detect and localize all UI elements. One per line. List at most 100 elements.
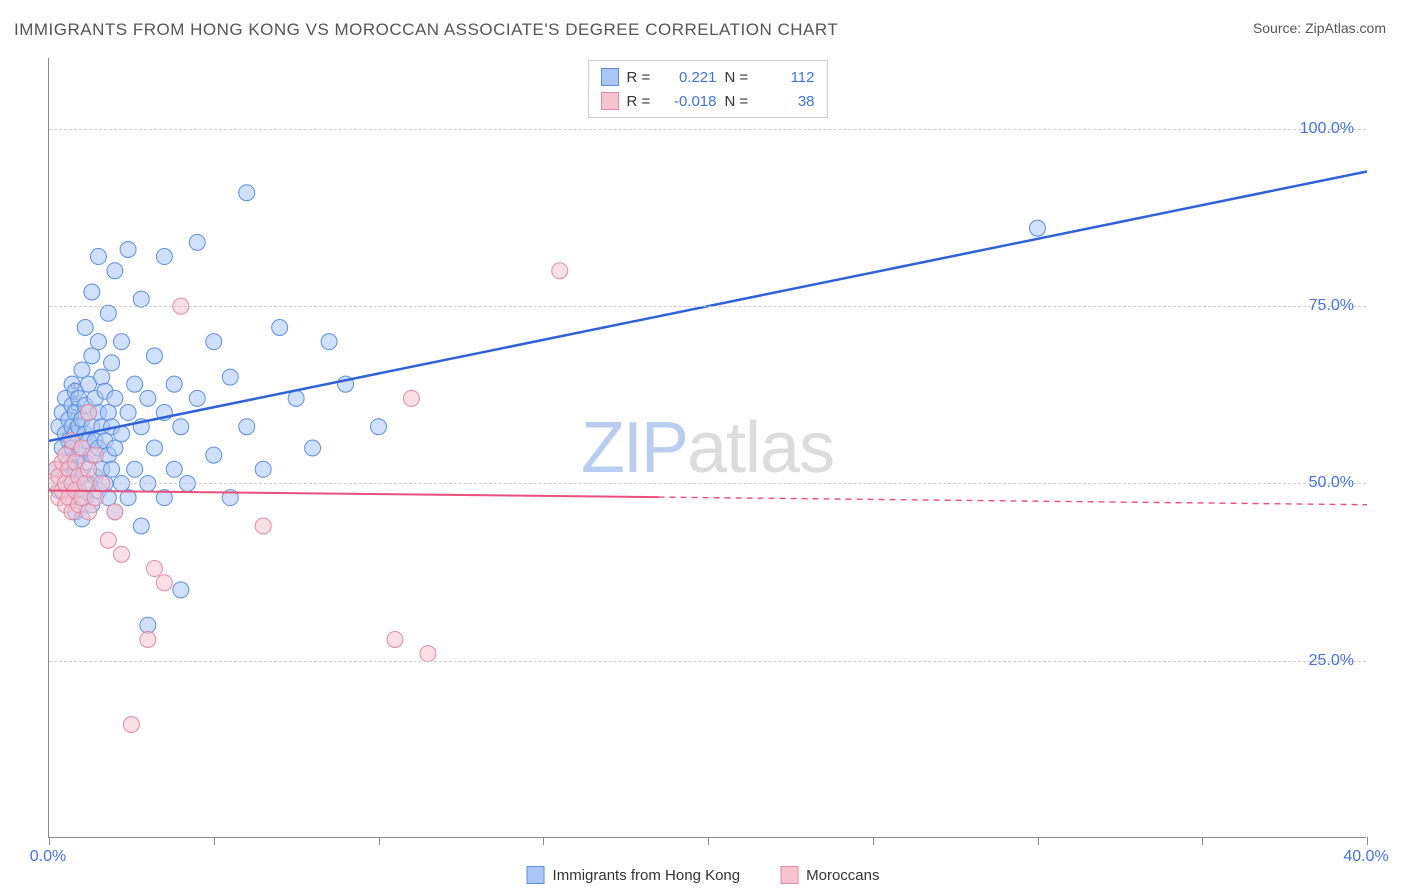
source-label: Source: ZipAtlas.com	[1253, 20, 1386, 36]
legend-bottom: Immigrants from Hong Kong Moroccans	[527, 866, 880, 884]
data-point	[403, 390, 419, 406]
stat-swatch-icon	[601, 92, 619, 110]
y-tick-label: 100.0%	[1300, 120, 1354, 138]
data-point	[305, 440, 321, 456]
data-point	[140, 390, 156, 406]
data-point	[156, 249, 172, 265]
data-point	[173, 419, 189, 435]
y-tick-label: 75.0%	[1309, 297, 1354, 315]
y-tick-label: 25.0%	[1309, 652, 1354, 670]
trend-line-dashed	[659, 497, 1367, 505]
data-point	[206, 447, 222, 463]
data-point	[173, 582, 189, 598]
legend-item: Moroccans	[780, 866, 879, 884]
x-tick	[214, 837, 215, 845]
data-point	[255, 461, 271, 477]
data-point	[420, 646, 436, 662]
stat-swatch-icon	[601, 68, 619, 86]
data-point	[123, 717, 139, 733]
stat-r-label: R =	[627, 93, 657, 110]
data-point	[100, 405, 116, 421]
y-tick-label: 50.0%	[1309, 474, 1354, 492]
stat-legend-box: R = 0.221 N = 112 R = -0.018 N = 38	[588, 60, 828, 118]
data-point	[133, 518, 149, 534]
gridline	[49, 661, 1366, 662]
data-point	[166, 461, 182, 477]
legend-swatch-icon	[780, 866, 798, 884]
data-point	[146, 348, 162, 364]
x-tick	[1038, 837, 1039, 845]
data-point	[100, 532, 116, 548]
x-tick	[1367, 837, 1368, 845]
data-point	[120, 241, 136, 257]
data-point	[104, 461, 120, 477]
data-point	[113, 334, 129, 350]
stat-n-value: 38	[763, 93, 815, 110]
data-point	[107, 440, 123, 456]
data-point	[133, 291, 149, 307]
data-point	[272, 319, 288, 335]
x-tick	[49, 837, 50, 845]
data-point	[239, 185, 255, 201]
stat-n-label: N =	[725, 93, 755, 110]
x-tick-label: 0.0%	[30, 848, 66, 866]
data-point	[81, 461, 97, 477]
stat-r-value: 0.221	[665, 69, 717, 86]
data-point	[1030, 220, 1046, 236]
chart-svg	[49, 58, 1367, 838]
data-point	[84, 348, 100, 364]
data-point	[127, 376, 143, 392]
data-point	[189, 390, 205, 406]
data-point	[387, 631, 403, 647]
legend-swatch-icon	[527, 866, 545, 884]
gridline	[49, 306, 1366, 307]
data-point	[140, 631, 156, 647]
data-point	[189, 234, 205, 250]
data-point	[222, 369, 238, 385]
data-point	[371, 419, 387, 435]
x-tick	[379, 837, 380, 845]
x-tick	[1202, 837, 1203, 845]
data-point	[100, 305, 116, 321]
legend-item: Immigrants from Hong Kong	[527, 866, 741, 884]
stat-row: R = 0.221 N = 112	[601, 65, 815, 89]
legend-label: Immigrants from Hong Kong	[553, 867, 741, 884]
data-point	[107, 263, 123, 279]
data-point	[81, 504, 97, 520]
x-tick	[543, 837, 544, 845]
x-tick	[873, 837, 874, 845]
stat-row: R = -0.018 N = 38	[601, 89, 815, 113]
data-point	[107, 390, 123, 406]
data-point	[107, 504, 123, 520]
trend-line	[49, 491, 659, 498]
data-point	[321, 334, 337, 350]
x-tick-label: 40.0%	[1343, 848, 1388, 866]
data-point	[77, 319, 93, 335]
chart-plot-area: R = 0.221 N = 112 R = -0.018 N = 38 ZIPa…	[48, 58, 1366, 838]
data-point	[74, 362, 90, 378]
x-tick	[708, 837, 709, 845]
data-point	[552, 263, 568, 279]
data-point	[87, 447, 103, 463]
data-point	[104, 355, 120, 371]
data-point	[120, 405, 136, 421]
gridline	[49, 129, 1366, 130]
data-point	[206, 334, 222, 350]
data-point	[90, 334, 106, 350]
data-point	[140, 617, 156, 633]
stat-r-label: R =	[627, 69, 657, 86]
data-point	[84, 284, 100, 300]
data-point	[156, 575, 172, 591]
legend-label: Moroccans	[806, 867, 879, 884]
gridline	[49, 483, 1366, 484]
stat-r-value: -0.018	[665, 93, 717, 110]
data-point	[94, 369, 110, 385]
data-point	[166, 376, 182, 392]
chart-title: IMMIGRANTS FROM HONG KONG VS MOROCCAN AS…	[14, 20, 838, 40]
stat-n-label: N =	[725, 69, 755, 86]
data-point	[239, 419, 255, 435]
data-point	[90, 249, 106, 265]
data-point	[127, 461, 143, 477]
data-point	[255, 518, 271, 534]
data-point	[81, 405, 97, 421]
